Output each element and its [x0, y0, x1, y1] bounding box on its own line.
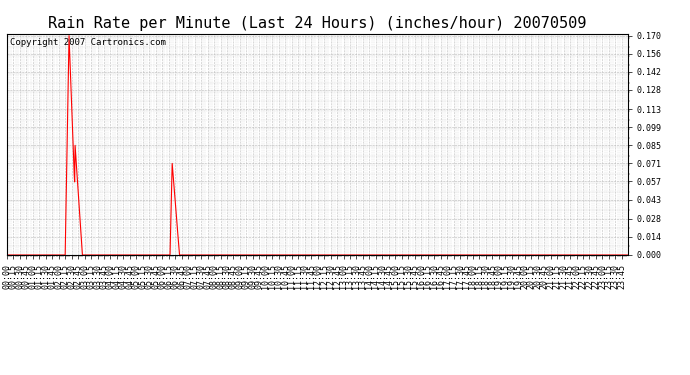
- Title: Rain Rate per Minute (Last 24 Hours) (inches/hour) 20070509: Rain Rate per Minute (Last 24 Hours) (in…: [48, 16, 586, 31]
- Text: Copyright 2007 Cartronics.com: Copyright 2007 Cartronics.com: [10, 38, 166, 47]
